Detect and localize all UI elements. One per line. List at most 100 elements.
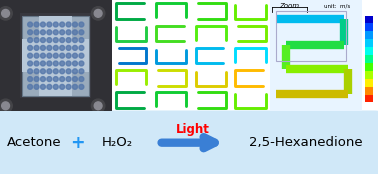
Text: Acetone: Acetone: [7, 136, 61, 149]
Circle shape: [66, 30, 71, 35]
Circle shape: [53, 22, 58, 27]
Circle shape: [40, 22, 45, 27]
Circle shape: [66, 38, 71, 42]
Text: 2,5-Hexanedione: 2,5-Hexanedione: [249, 136, 363, 149]
Text: H₂O₂: H₂O₂: [102, 136, 133, 149]
Bar: [0, 0, 112, 13]
Circle shape: [47, 77, 52, 81]
Circle shape: [28, 53, 33, 58]
Circle shape: [53, 53, 58, 58]
Circle shape: [60, 77, 65, 81]
Circle shape: [53, 61, 58, 66]
Circle shape: [66, 69, 71, 74]
Bar: [270, 0, 362, 111]
Circle shape: [28, 84, 33, 89]
Bar: [0, 0, 20, 111]
Circle shape: [66, 84, 71, 89]
Circle shape: [28, 61, 33, 66]
Circle shape: [40, 38, 45, 42]
Bar: [365, 87, 373, 94]
Circle shape: [34, 30, 39, 35]
Bar: [365, 16, 373, 23]
Circle shape: [40, 69, 45, 74]
Circle shape: [53, 45, 58, 50]
Bar: [365, 47, 373, 55]
Circle shape: [60, 69, 65, 74]
Circle shape: [47, 22, 52, 27]
Circle shape: [66, 53, 71, 58]
Text: Light: Light: [176, 123, 210, 136]
Bar: [365, 39, 373, 47]
Circle shape: [73, 84, 77, 89]
Circle shape: [60, 45, 65, 50]
Circle shape: [79, 22, 84, 27]
Circle shape: [79, 84, 84, 89]
Circle shape: [73, 69, 77, 74]
Bar: [39, 16, 73, 96]
Circle shape: [60, 30, 65, 35]
Circle shape: [40, 61, 45, 66]
Circle shape: [28, 38, 33, 42]
Circle shape: [73, 30, 77, 35]
Bar: [365, 31, 373, 39]
Circle shape: [73, 61, 77, 66]
Circle shape: [28, 69, 33, 74]
Circle shape: [79, 45, 84, 50]
Circle shape: [40, 53, 45, 58]
Circle shape: [0, 7, 12, 20]
Circle shape: [47, 45, 52, 50]
Circle shape: [60, 22, 65, 27]
Text: unit:  m/s: unit: m/s: [324, 3, 350, 8]
Circle shape: [28, 77, 33, 81]
Bar: [365, 55, 373, 63]
Circle shape: [66, 61, 71, 66]
Circle shape: [2, 9, 9, 17]
Circle shape: [53, 38, 58, 42]
Circle shape: [47, 38, 52, 42]
Circle shape: [60, 61, 65, 66]
Circle shape: [73, 45, 77, 50]
Circle shape: [73, 38, 77, 42]
Circle shape: [53, 30, 58, 35]
Bar: [91, 0, 112, 111]
Bar: [0, 98, 112, 111]
Circle shape: [79, 69, 84, 74]
Bar: [365, 63, 373, 71]
Bar: [276, 11, 346, 61]
Circle shape: [94, 102, 102, 110]
Bar: [22, 16, 89, 96]
Circle shape: [28, 45, 33, 50]
Circle shape: [34, 84, 39, 89]
Circle shape: [73, 77, 77, 81]
Circle shape: [53, 84, 58, 89]
Circle shape: [2, 102, 9, 110]
Circle shape: [34, 38, 39, 42]
Bar: [365, 79, 373, 87]
Circle shape: [79, 61, 84, 66]
Circle shape: [53, 69, 58, 74]
Circle shape: [34, 61, 39, 66]
Circle shape: [73, 22, 77, 27]
Circle shape: [34, 77, 39, 81]
Bar: [365, 23, 373, 31]
Circle shape: [66, 77, 71, 81]
Bar: [22, 39, 89, 72]
FancyBboxPatch shape: [0, 110, 378, 174]
Circle shape: [34, 53, 39, 58]
Circle shape: [53, 77, 58, 81]
Circle shape: [47, 53, 52, 58]
Circle shape: [60, 53, 65, 58]
Circle shape: [47, 84, 52, 89]
Circle shape: [66, 45, 71, 50]
Circle shape: [28, 22, 33, 27]
Circle shape: [0, 99, 12, 112]
Circle shape: [79, 77, 84, 81]
Circle shape: [91, 7, 105, 20]
Circle shape: [34, 69, 39, 74]
Circle shape: [79, 53, 84, 58]
Circle shape: [66, 22, 71, 27]
Circle shape: [79, 30, 84, 35]
Circle shape: [94, 9, 102, 17]
Text: +: +: [70, 134, 85, 152]
Circle shape: [79, 38, 84, 42]
